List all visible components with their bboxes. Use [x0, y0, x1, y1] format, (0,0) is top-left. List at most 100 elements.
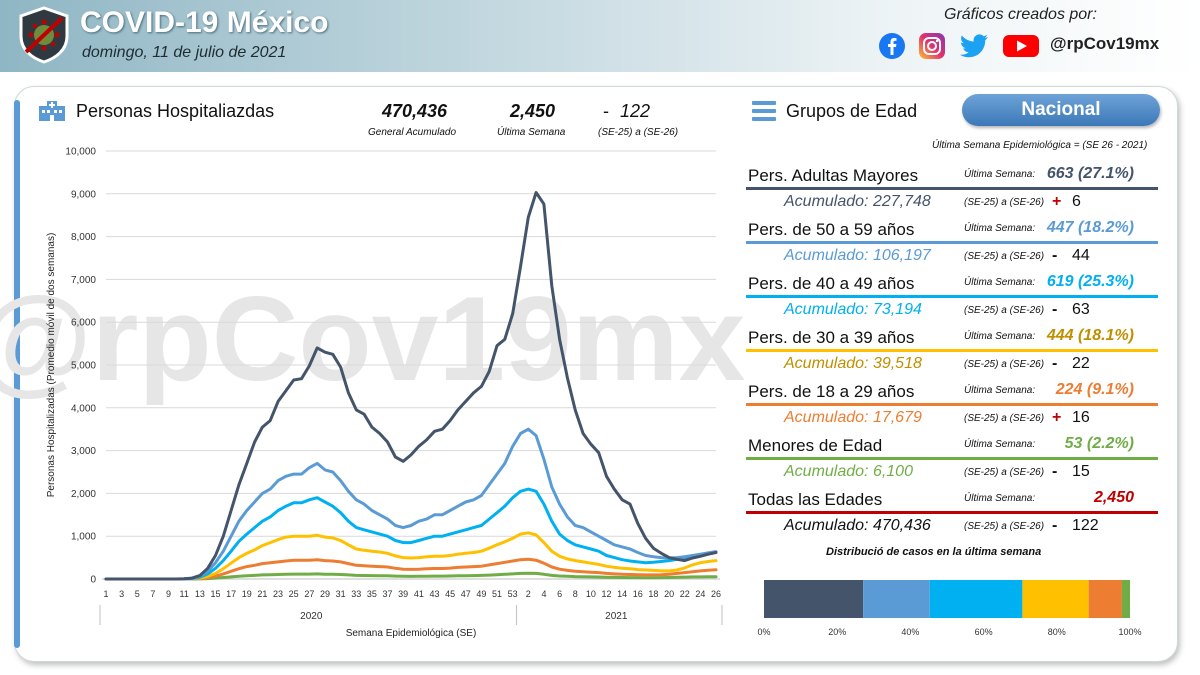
last-week-label: Última Semana: — [964, 385, 1036, 396]
header-bar: COVID-19 México domingo, 11 de julio de … — [0, 0, 1200, 72]
group-last-week-value: 619 (25.3%) — [1046, 273, 1134, 290]
distribution-title: Distribució de casos en la última semana — [826, 546, 1042, 558]
x-tick-label: 5 — [135, 589, 140, 599]
report-date: domingo, 11 de julio de 2021 — [82, 44, 287, 61]
group-divider — [746, 295, 1158, 298]
last-week-label: Última Semana: — [964, 493, 1036, 504]
x-tick-label: 22 — [680, 589, 690, 599]
change-sign: - — [1052, 517, 1058, 534]
y-tick-label: 1,000 — [71, 532, 96, 543]
hospital-icon — [39, 101, 65, 121]
series-line — [104, 487, 718, 581]
group-last-week-value: 2,450 — [1093, 489, 1134, 506]
x-tick-label: 8 — [573, 589, 578, 599]
y-tick-label: 7,000 — [71, 275, 96, 286]
twitter-icon[interactable] — [958, 32, 990, 60]
change-sign: + — [1052, 409, 1062, 426]
youtube-icon[interactable] — [1002, 32, 1040, 60]
x-tick-label: 13 — [195, 589, 205, 599]
last-week-label: Última Semana: — [964, 169, 1036, 180]
group-name: Pers. de 40 a 49 años — [748, 274, 915, 293]
change-sign: - — [1052, 301, 1058, 318]
x-tick-label: 7 — [150, 589, 155, 599]
x-tick-label: 45 — [445, 589, 455, 599]
change-dash: - — [603, 101, 609, 121]
covid-shield-logo — [19, 6, 69, 64]
compare-label: (SE-25) a (SE-26) — [964, 251, 1045, 262]
group-accumulated: Acumulado: 6,100 — [784, 463, 913, 480]
cumulative-label: General Acumulado — [368, 127, 457, 138]
x-axis-label: Semana Epidemiológica (SE) — [346, 628, 477, 639]
change-sign: + — [1052, 193, 1062, 210]
x-tick-label: 18 — [648, 589, 658, 599]
group-divider — [746, 241, 1158, 244]
x-tick-label: 33 — [351, 589, 361, 599]
last-week-label: Última Semana: — [964, 439, 1036, 450]
x-tick-label: 4 — [541, 589, 546, 599]
change-value: 6 — [1072, 193, 1081, 210]
group-name: Pers. de 30 a 39 años — [748, 328, 915, 347]
x-tick-label: 24 — [695, 589, 705, 599]
distribution-tick-label: 80% — [1048, 627, 1066, 637]
age-group-row: Pers. de 40 a 49 años Última Semana: 619… — [746, 273, 1158, 324]
x-tick-label: 12 — [602, 589, 612, 599]
x-tick-label: 20 — [664, 589, 674, 599]
change-value: 122 — [1072, 517, 1099, 534]
x-tick-label: 19 — [242, 589, 252, 599]
age-group-row: Pers. de 30 a 39 años Última Semana: 444… — [746, 327, 1158, 378]
distribution-segment — [863, 580, 930, 618]
change-sign: - — [1052, 355, 1058, 372]
distribution-segment — [1121, 580, 1130, 618]
age-group-row: Todas las Edades Última Semana: 2,450 Ac… — [746, 489, 1158, 540]
series-line — [104, 191, 718, 581]
x-tick-label: 41 — [414, 589, 424, 599]
y-axis-label: Personas Hospitalizadas (Promedio móvil … — [46, 233, 57, 498]
national-scope-button[interactable]: Nacional — [962, 94, 1160, 126]
distribution-segment — [1088, 580, 1122, 618]
cumulative-value: 470,436 — [382, 101, 448, 121]
twitter-handle[interactable]: @rpCov19mx — [1050, 34, 1160, 53]
x-tick-label: 17 — [226, 589, 236, 599]
distribution-tick-label: 40% — [901, 627, 919, 637]
change-sign: - — [1052, 463, 1058, 480]
group-divider — [746, 349, 1158, 352]
age-group-row: Pers. de 18 a 29 años Última Semana: 224… — [746, 381, 1158, 432]
x-tick-label: 49 — [476, 589, 486, 599]
list-icon — [752, 101, 776, 121]
series-line — [104, 427, 718, 581]
epi-week-note: Última Semana Epidemiológica = (SE 26 - … — [932, 140, 1148, 151]
distribution-tick-label: 20% — [828, 627, 846, 637]
hospitalized-title: Personas Hospitaliazdas — [76, 101, 275, 121]
group-name: Pers. Adultas Mayores — [748, 166, 919, 185]
x-tick-label: 14 — [617, 589, 627, 599]
y-tick-label: 0 — [90, 575, 96, 586]
change-label: (SE-25) a (SE-26) — [598, 127, 679, 138]
distribution-segment — [929, 580, 1023, 618]
change-value: 63 — [1072, 301, 1090, 318]
x-tick-label: 31 — [336, 589, 346, 599]
group-accumulated: Acumulado: 73,194 — [784, 301, 922, 318]
group-name: Pers. de 18 a 29 años — [748, 382, 915, 401]
x-tick-label: 25 — [289, 589, 299, 599]
facebook-icon[interactable] — [878, 32, 906, 60]
x-tick-label: 43 — [429, 589, 439, 599]
x-tick-label: 35 — [367, 589, 377, 599]
y-tick-label: 6,000 — [71, 318, 96, 329]
x-tick-label: 23 — [273, 589, 283, 599]
group-divider — [746, 403, 1158, 406]
last-week-label: Última Semana — [497, 127, 566, 138]
change-value: 22 — [1072, 355, 1090, 372]
instagram-icon[interactable] — [918, 32, 946, 60]
credits-label: Gráficos creados por: — [944, 6, 1097, 23]
x-tick-label: 16 — [633, 589, 643, 599]
y-tick-label: 4,000 — [71, 403, 96, 414]
x-tick-label: 47 — [461, 589, 471, 599]
x-tick-label: 53 — [508, 589, 518, 599]
y-tick-label: 2,000 — [71, 489, 96, 500]
last-week-value: 2,450 — [510, 101, 556, 121]
group-divider — [746, 511, 1158, 514]
change-value: 44 — [1072, 247, 1090, 264]
group-name: Menores de Edad — [748, 436, 883, 455]
group-accumulated: Acumulado: 227,748 — [784, 193, 931, 210]
